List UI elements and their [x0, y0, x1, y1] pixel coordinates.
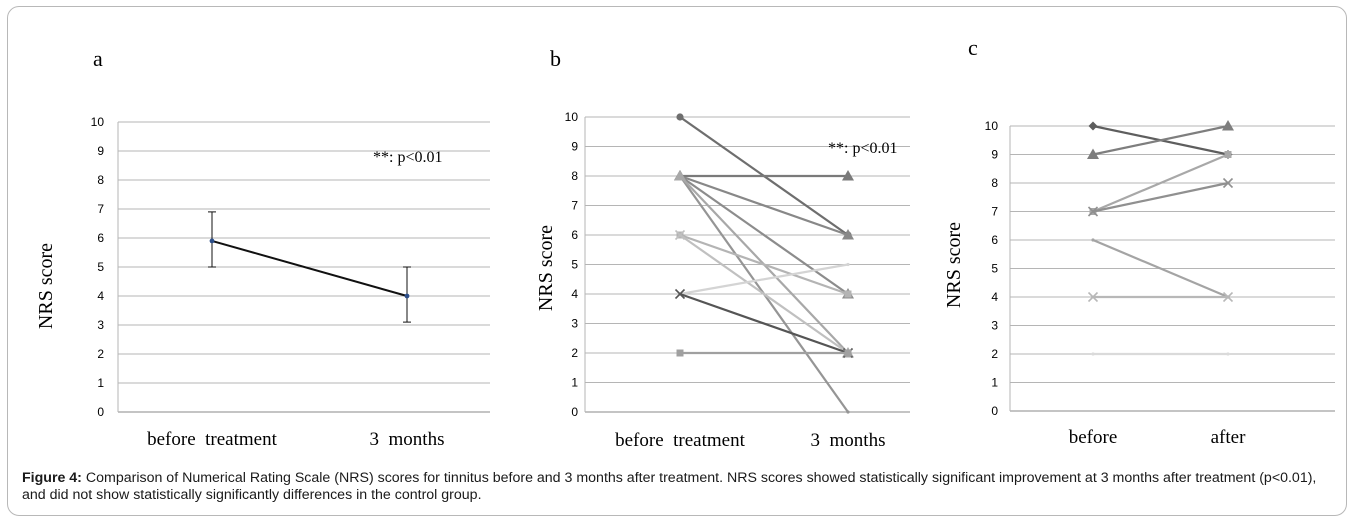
y-tick-label: 3: [991, 319, 998, 333]
panel-letter: b: [550, 46, 561, 71]
data-point: [1222, 291, 1234, 303]
y-tick-label: 2: [97, 347, 104, 361]
y-tick-label: 3: [97, 318, 104, 332]
series-path: [679, 174, 849, 237]
x-category-label: before: [1069, 427, 1118, 448]
y-tick-label: 8: [97, 173, 104, 187]
series-path: [1092, 153, 1229, 213]
figure-frame: [7, 6, 1347, 516]
data-point: [1222, 120, 1234, 131]
data-point: [842, 229, 854, 240]
series-path: [679, 263, 849, 296]
y-axis-label: NRS score: [35, 243, 57, 329]
series-line: [674, 170, 854, 181]
y-tick-label: 0: [97, 405, 104, 419]
y-tick-label: 1: [97, 376, 104, 390]
y-tick-label: 5: [571, 258, 578, 272]
caption-label: Figure 4:: [22, 470, 82, 486]
data-point: [676, 113, 684, 121]
series-path: [679, 175, 849, 295]
series-line: [1091, 352, 1230, 356]
y-tick-label: 8: [991, 176, 998, 190]
data-point: [674, 229, 686, 241]
y-tick-label: 5: [991, 262, 998, 276]
panel-b: b 0 1 2 3 4 5 6 7 8 9 10 before treatment 3 months NRS…: [535, 46, 910, 451]
data-point: [844, 290, 852, 298]
panel-a: a 0 1 2 3 4 5 6 7 8 9 10 before treatment 3 months NRS…: [35, 46, 490, 450]
data-point: [1087, 148, 1099, 159]
y-tick-label: 1: [571, 376, 578, 390]
panel-c: c 0 1 2 3 4 5 6 7 8 9 10 before after NRS score: [943, 35, 1335, 448]
x-category-label: before treatment: [615, 430, 745, 451]
y-axis-label: NRS score: [943, 222, 965, 308]
y-tick-label: 10: [91, 115, 105, 129]
series-line: [1087, 120, 1234, 159]
y-tick-label: 4: [571, 287, 578, 301]
data-point: [1091, 238, 1095, 242]
y-tick-label: 3: [571, 317, 578, 331]
figure-caption: Figure 4: Comparison of Numerical Rating…: [22, 470, 1332, 504]
y-tick-label: 8: [571, 169, 578, 183]
x-category-label: 3 months: [811, 430, 886, 451]
series-path: [679, 234, 849, 354]
y-tick-label: 10: [565, 110, 579, 124]
data-point: [674, 170, 686, 181]
y-tick-label: 6: [991, 233, 998, 247]
panel-letter: c: [968, 35, 978, 60]
y-tick-label: 4: [97, 289, 104, 303]
y-tick-label: 6: [571, 228, 578, 242]
data-point: [844, 349, 852, 357]
y-tick-label: 0: [571, 405, 578, 419]
data-point: [846, 410, 850, 414]
y-tick-label: 7: [991, 205, 998, 219]
series-path: [679, 233, 849, 296]
series-path: [1092, 181, 1229, 213]
y-tick-label: 2: [571, 346, 578, 360]
series-line: [1087, 291, 1234, 303]
series-path: [679, 292, 849, 355]
data-point: [1222, 177, 1234, 189]
y-tick-label: 9: [571, 140, 578, 154]
x-category-label: 3 months: [370, 429, 445, 450]
data-point: [674, 288, 686, 300]
y-tick-label: 6: [97, 231, 104, 245]
series-line: [208, 211, 411, 323]
caption-text: Comparison of Numerical Rating Scale (NR…: [22, 470, 1317, 503]
panel-letter: a: [93, 46, 103, 71]
y-tick-label: 1: [991, 376, 998, 390]
x-category-label: after: [1211, 427, 1246, 448]
data-point: [842, 170, 854, 181]
significance-annotation: **: p<0.01: [373, 149, 442, 166]
data-point: [1226, 352, 1230, 356]
y-tick-label: 9: [97, 144, 104, 158]
significance-annotation: **: p<0.01: [828, 140, 897, 157]
data-point: [404, 293, 410, 299]
y-tick-label: 5: [97, 260, 104, 274]
y-tick-label: 2: [991, 347, 998, 361]
series-path: [1092, 238, 1229, 299]
data-point: [1224, 151, 1232, 158]
data-point: [676, 349, 684, 357]
y-axis-label: NRS score: [535, 225, 557, 311]
series-line: [678, 262, 850, 296]
y-tick-label: 4: [991, 290, 998, 304]
data-point: [1087, 291, 1099, 303]
y-tick-label: 9: [991, 148, 998, 162]
data-point: [1087, 206, 1099, 217]
data-point: [1088, 121, 1098, 131]
data-point: [846, 262, 850, 267]
series-path: [1092, 124, 1229, 156]
data-point: [209, 238, 215, 244]
series-path: [211, 239, 408, 297]
y-tick-label: 10: [985, 119, 999, 133]
series-line: [676, 349, 852, 357]
series-line: [1087, 177, 1234, 217]
y-tick-label: 0: [991, 404, 998, 418]
y-tick-label: 7: [97, 202, 104, 216]
x-category-label: before treatment: [147, 429, 277, 450]
y-tick-label: 7: [571, 199, 578, 213]
data-point: [1091, 352, 1095, 356]
